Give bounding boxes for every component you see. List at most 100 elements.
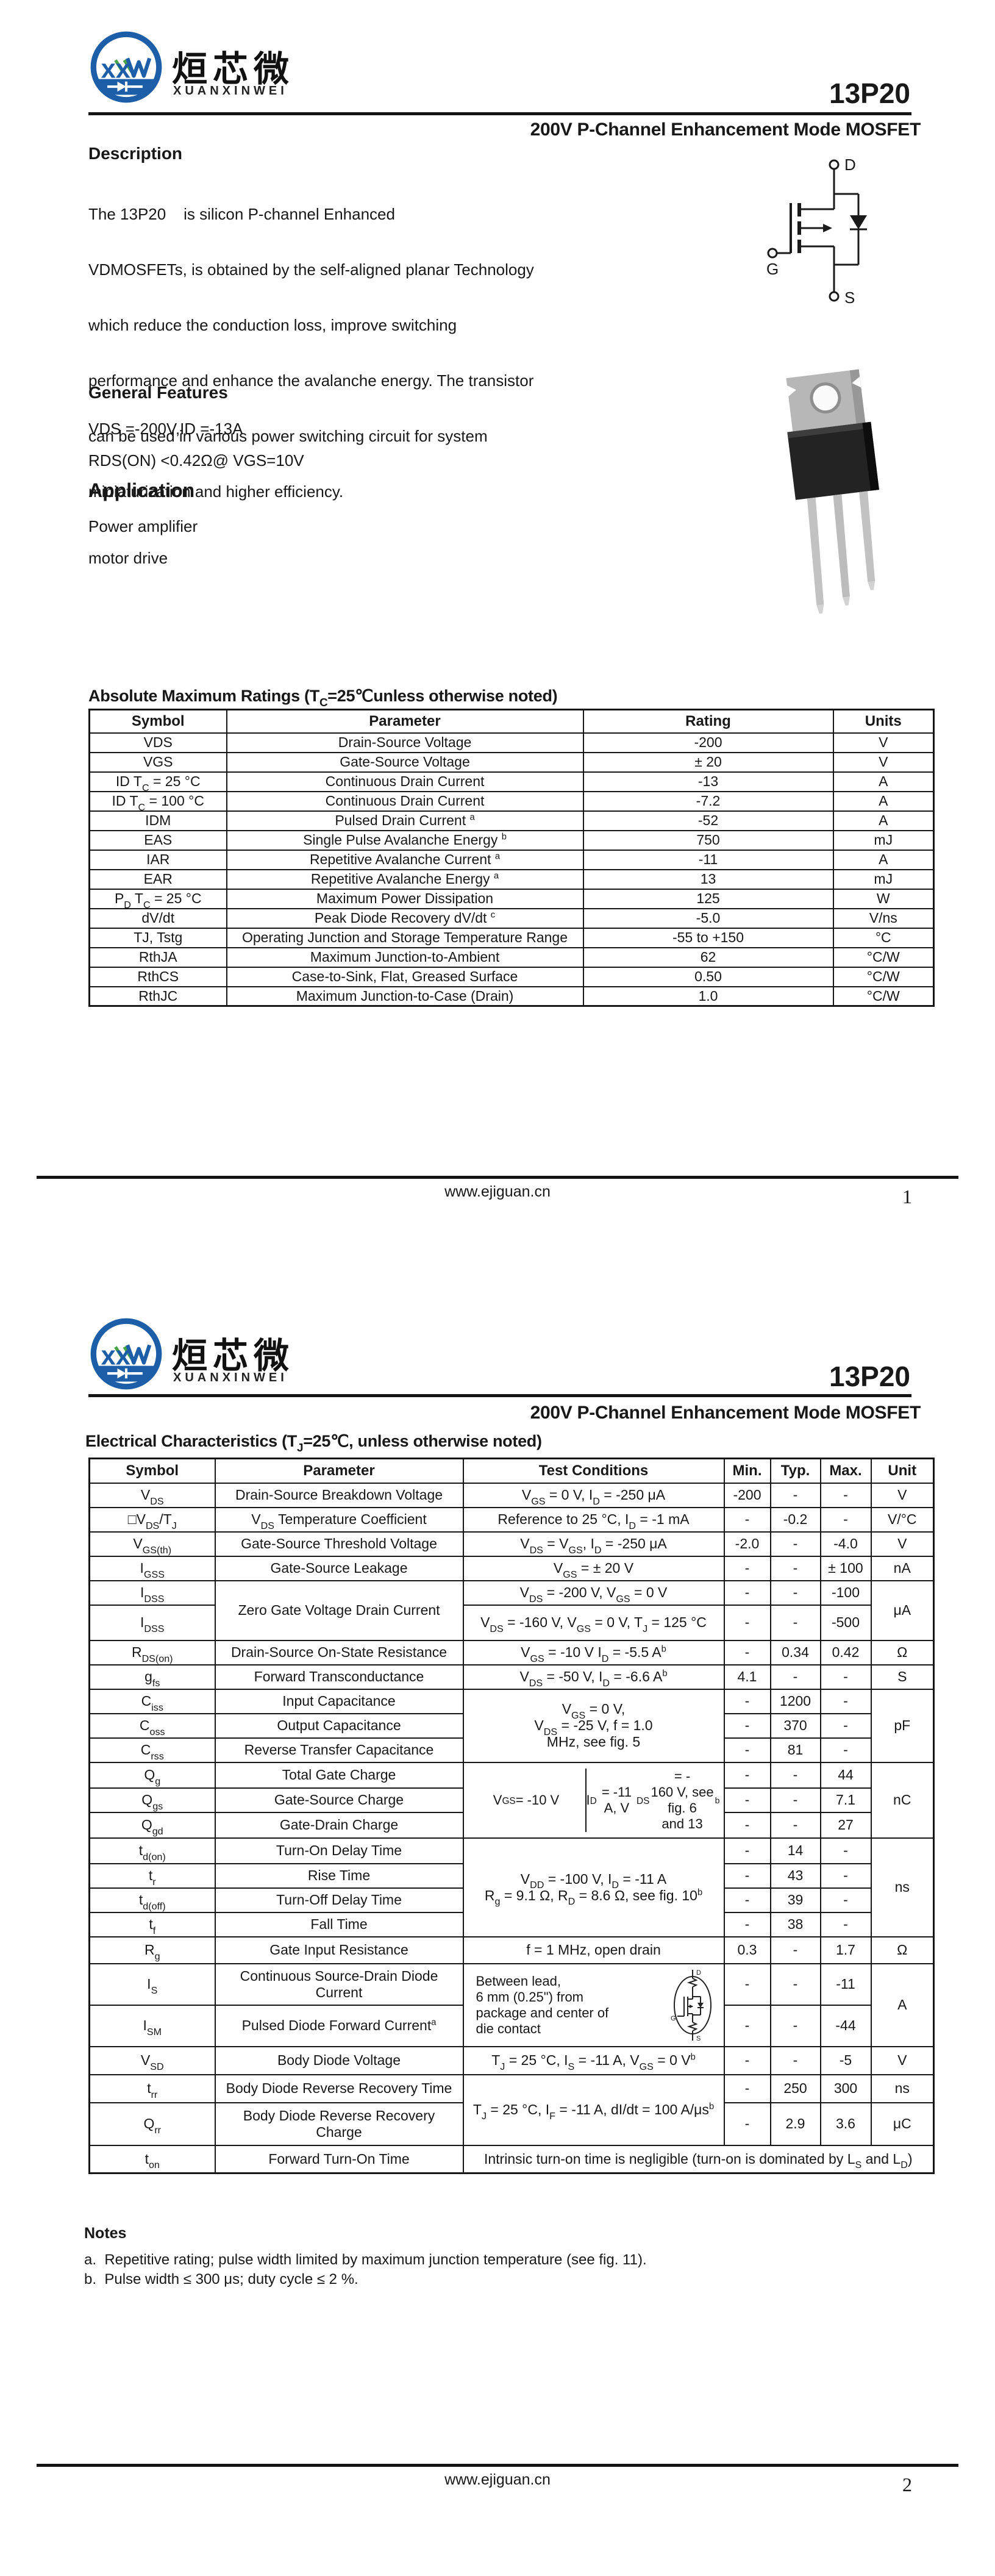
table-cell: 38 <box>769 1911 821 1937</box>
table-row: dV/dt Peak Diode Recovery dV/dt c -5.0 V/ns <box>88 907 935 929</box>
table-cell: - <box>769 1787 821 1813</box>
notes-title: Notes <box>84 2225 127 2242</box>
table-cell: 4.1 <box>723 1664 771 1690</box>
table-cell: - <box>723 1604 771 1641</box>
table-header-cell: Parameter <box>226 709 584 734</box>
page-subtitle: 200V P-Channel Enhancement Mode MOSFET <box>530 120 921 140</box>
table-cell: °C/W <box>832 966 935 987</box>
terminal-label-g: G <box>766 260 779 278</box>
table-cell: - <box>723 1911 771 1937</box>
table-cell: dV/dt <box>88 907 227 929</box>
table-cell: - <box>723 1962 771 2006</box>
table-cell: Gate-Source Voltage <box>226 751 584 773</box>
table-header-cell: Max. <box>819 1458 872 1484</box>
table-cell: V <box>870 1482 935 1508</box>
table-cell: Forward Transconductance <box>214 1664 464 1690</box>
table-cell: ISM <box>88 2004 216 2047</box>
table-cell: nA <box>870 1555 935 1581</box>
page-2: xx 烜芯微 XUANXINWEI 13P20 200V P-Channel E… <box>0 1288 995 2576</box>
brand-name-en: XUANXINWEI <box>173 84 288 98</box>
table-row: TJ, Tstg Operating Junction and Storage T… <box>88 927 935 948</box>
table-cell: Reference to 25 °C, ID = -1 mA <box>462 1506 725 1533</box>
table-cell: S <box>870 1664 935 1690</box>
table-cell: TJ, Tstg <box>88 927 227 948</box>
page-number: 1 <box>902 1186 912 1208</box>
table-header-row: Symbol Parameter Test Conditions Min. Ty… <box>88 1458 935 1484</box>
table-cell: VDS <box>88 732 227 753</box>
footer-rule <box>37 2464 958 2467</box>
description-line: The 13P20 is silicon P-channel Enhanced <box>88 205 395 223</box>
table-cell: IAR <box>88 849 227 870</box>
table-cell: EAS <box>88 829 227 851</box>
table-cell: - <box>819 1482 872 1508</box>
description-line: performance and enhance the avalanche en… <box>88 371 534 390</box>
table-cell: Pulsed Diode Forward Currenta <box>214 2004 464 2047</box>
table-cell: Peak Diode Recovery dV/dt c <box>226 907 584 929</box>
table-cell: 14 <box>769 1837 821 1864</box>
table-cell: A <box>832 771 935 792</box>
table-row-tf: tf Fall Time - 38 - <box>88 1911 934 1937</box>
terminal-label-d: D <box>844 156 856 174</box>
table-cell: ns <box>870 2073 935 2103</box>
table-cell: - <box>723 1712 771 1739</box>
table-cell: - <box>769 1664 821 1690</box>
section-title-application: Application <box>88 479 195 501</box>
table-cell: Forward Turn-On Time <box>214 2144 464 2174</box>
table-cell: A <box>832 790 935 812</box>
svg-text:xx: xx <box>101 1342 130 1371</box>
table-cell: td(off) <box>88 1887 216 1913</box>
table-cell: f = 1 MHz, open drain <box>462 1936 725 1964</box>
table-cell: Maximum Power Dissipation <box>226 888 584 909</box>
table-cell: IS <box>88 1962 216 2006</box>
footer-url: www.ejiguan.cn <box>444 2471 551 2488</box>
table-cell: Input Capacitance <box>214 1688 464 1714</box>
table-cell: mJ <box>832 829 935 851</box>
table-cell: -2.0 <box>723 1531 771 1557</box>
table-cell: VGS = ± 20 V <box>462 1555 725 1581</box>
table-header-cell: Rating <box>582 709 834 734</box>
table-row-qgs: Qgs Gate-Source Charge - - 7.1 <box>88 1787 934 1813</box>
table-cell: Crss <box>88 1737 216 1763</box>
table-cell: 27 <box>819 1811 872 1839</box>
table-cell: V <box>870 2045 935 2075</box>
table-cell: Reverse Transfer Capacitance <box>214 1737 464 1763</box>
table-cell: Gate-Source Charge <box>214 1787 464 1813</box>
abs-max-table: Symbol Parameter Rating Units VDS Drain-S… <box>88 709 935 1007</box>
table-cell: 750 <box>582 829 834 851</box>
table-row-qgd: Qgd Gate-Drain Charge - - 27 <box>88 1811 934 1839</box>
table-row-igss: IGSS Gate-Source Leakage VGS = ± 20 V - … <box>88 1555 935 1581</box>
table-cell: RthCS <box>88 966 227 987</box>
table-cell: - <box>819 1911 872 1937</box>
table-cell: IDSS <box>88 1580 216 1606</box>
table-header-cell: Test Conditions <box>462 1458 725 1484</box>
header-rule <box>88 112 911 115</box>
table-cell: Ω <box>870 1936 935 1964</box>
table-cell: - <box>723 1887 771 1913</box>
table-cell: W <box>832 888 935 909</box>
table-cell: Fall Time <box>214 1911 464 1937</box>
header-rule <box>88 1394 911 1397</box>
table-cell: V/°C <box>870 1506 935 1533</box>
table-cell: - <box>723 1737 771 1763</box>
table-header-cell: Units <box>832 709 935 734</box>
table-cell: 62 <box>582 946 834 968</box>
table-cell: Rise Time <box>214 1862 464 1889</box>
table-cell: VGS(th) <box>88 1531 216 1557</box>
table-cell: 250 <box>769 2073 821 2103</box>
table-row: RthJC Maximum Junction-to-Case (Drain) 1.0… <box>88 986 935 1007</box>
table-cell: - <box>769 1604 821 1641</box>
table-cell: μC <box>870 2102 935 2146</box>
terminal-label-s: S <box>696 2035 701 2042</box>
mosfet-symbol-icon: D G S <box>766 156 867 307</box>
table-cell: 7.1 <box>819 1787 872 1813</box>
table-cell: VGS = 0 V, ID = -250 μA <box>462 1482 725 1508</box>
table-cell: VGS <box>88 751 227 773</box>
svg-text:xx: xx <box>101 55 130 84</box>
application-line: Power amplifier <box>88 517 198 535</box>
table-row: EAR Repetitive Avalanche Energy a 13 mJ <box>88 868 935 890</box>
table-cell: Repetitive Avalanche Energy a <box>226 868 584 890</box>
description-line: which reduce the conduction loss, improv… <box>88 316 457 334</box>
table-cell: - <box>723 1837 771 1864</box>
table-cell: ID TC = 25 °C <box>88 771 227 792</box>
description-line: VDMOSFETs, is obtained by the self-align… <box>88 260 534 279</box>
